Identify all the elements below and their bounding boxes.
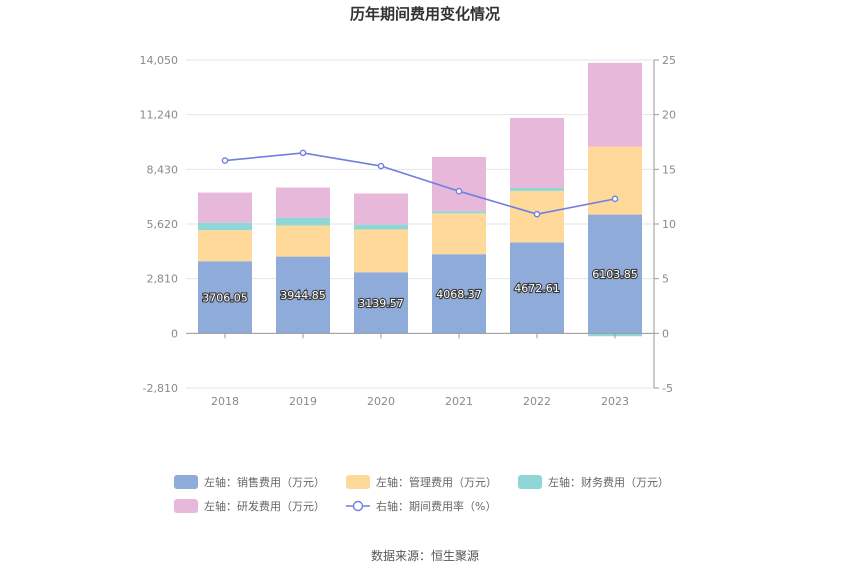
bars-layer (198, 62, 642, 337)
bar-segment (354, 224, 408, 230)
legend-label: 左轴：销售费用（万元） (204, 475, 325, 489)
chart-title: 历年期间费用变化情况 (350, 5, 500, 23)
right-tick-label: 5 (662, 273, 669, 286)
bar-segment (354, 272, 408, 334)
bar-segment (354, 229, 408, 273)
bar-data-label: 4672.61 (514, 282, 560, 295)
bar-segment (432, 213, 486, 255)
category-label: 2019 (289, 395, 317, 408)
category-label: 2022 (523, 395, 551, 408)
rate-point (377, 162, 385, 170)
bar-segment (198, 192, 252, 223)
category-axis: 2018 2019 2020 2021 2022 2023 (186, 332, 654, 408)
rate-point (221, 157, 229, 164)
bar-segment (510, 242, 564, 334)
right-tick-label: -5 (662, 382, 673, 395)
right-tick-label: 0 (662, 327, 669, 340)
bar-segment (276, 217, 330, 226)
left-tick-label: 14,050 (140, 54, 179, 67)
bar-segment (432, 156, 486, 212)
bar-data-label: 3944.85 (280, 289, 326, 302)
rate-point (299, 149, 307, 157)
bar-segment (588, 62, 642, 147)
legend-swatch (346, 475, 370, 489)
source-note: 数据来源：恒生聚源 (371, 548, 479, 563)
right-tick-label: 10 (662, 218, 676, 231)
bar-data-label: 3139.57 (358, 297, 404, 310)
bar-segment (198, 222, 252, 231)
left-tick-label: 0 (171, 327, 178, 340)
legend-swatch (174, 475, 198, 489)
right-axis: -5 0 5 10 15 20 25 (653, 54, 676, 395)
category-label: 2018 (211, 395, 239, 408)
legend-label: 右轴：期间费用率（%） (376, 499, 496, 513)
left-tick-label: 8,430 (147, 163, 179, 176)
legend-swatch (174, 499, 198, 513)
category-label: 2021 (445, 395, 473, 408)
bar-segment (276, 256, 330, 334)
legend-label: 左轴：财务费用（万元） (548, 475, 669, 489)
left-tick-label: 2,810 (147, 273, 179, 286)
bar-segment (354, 193, 408, 225)
data-labels-layer: 3706.05 3944.85 3139.57 4068.37 4672.61 6103.… (201, 267, 639, 311)
grid-lines (186, 59, 654, 389)
bar-segment (432, 254, 486, 334)
rate-line-layer (221, 149, 619, 218)
right-tick-label: 15 (662, 163, 676, 176)
left-axis: -2,810 0 2,810 5,620 8,430 11,240 14,050 (140, 54, 179, 395)
bar-data-label: 6103.85 (592, 268, 638, 281)
bar-segment (198, 230, 252, 262)
category-label: 2023 (601, 395, 629, 408)
legend-swatch (518, 475, 542, 489)
bar-segment (198, 261, 252, 334)
legend-label: 左轴：研发费用（万元） (204, 499, 325, 513)
category-label: 2020 (367, 395, 395, 408)
bar-segment (276, 225, 330, 257)
bar-segment (588, 214, 642, 334)
right-tick-label: 25 (662, 54, 676, 67)
rate-point (611, 195, 619, 203)
rate-point (533, 210, 541, 218)
legend-point-symbol (352, 500, 364, 512)
legend-label: 左轴：管理费用（万元） (376, 475, 497, 489)
bar-segment (510, 187, 564, 191)
bar-data-label: 4068.37 (436, 288, 482, 301)
right-tick-label: 20 (662, 109, 676, 122)
bar-segment (510, 117, 564, 188)
bar-segment (276, 187, 330, 218)
left-tick-label: 5,620 (147, 218, 179, 231)
left-tick-label: 11,240 (140, 109, 179, 122)
rate-point (455, 187, 463, 195)
bar-segment (588, 146, 642, 215)
left-tick-label: -2,810 (143, 382, 178, 395)
bar-segment (432, 211, 486, 214)
legend: 左轴：销售费用（万元） 左轴：管理费用（万元） 左轴：财务费用（万元） 左轴：研发费用… (174, 475, 669, 513)
rate-line (224, 152, 616, 215)
bar-data-label: 3706.05 (202, 291, 248, 304)
